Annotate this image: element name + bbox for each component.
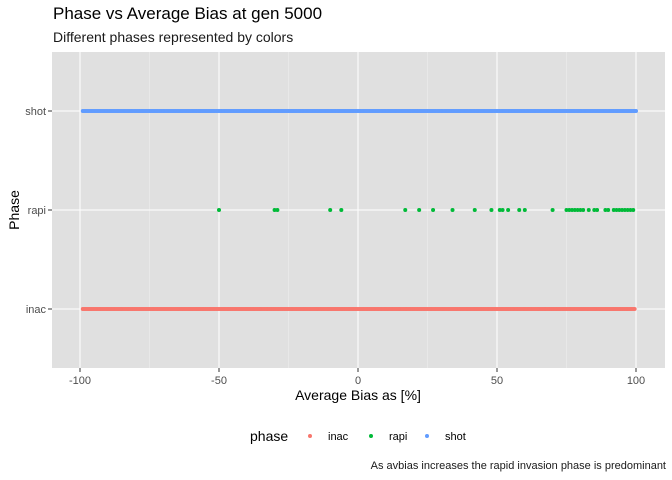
point-rapi <box>620 208 625 212</box>
point-rapi <box>489 208 494 212</box>
y-tick-label: rapi <box>28 205 46 217</box>
legend-key-shot <box>425 434 429 438</box>
legend-title: phase <box>250 428 288 444</box>
point-rapi <box>628 208 633 212</box>
point-rapi <box>550 208 555 212</box>
legend-key-inac <box>308 434 312 438</box>
point-rapi <box>472 208 477 212</box>
point-rapi <box>581 208 586 212</box>
point-rapi <box>522 208 527 212</box>
point-rapi <box>572 208 577 212</box>
series-inac <box>80 307 637 311</box>
point-rapi <box>603 208 608 212</box>
point-rapi <box>567 208 572 212</box>
point-rapi <box>328 208 333 212</box>
point-rapi <box>622 208 627 212</box>
point-rapi <box>431 208 436 212</box>
point-rapi <box>564 208 569 212</box>
x-tick-label: 100 <box>627 375 645 387</box>
point-rapi <box>611 208 616 212</box>
point-rapi <box>500 208 505 212</box>
x-tick-label: 0 <box>355 375 361 387</box>
point-rapi <box>506 208 511 212</box>
point-rapi <box>570 208 575 212</box>
point-rapi <box>617 208 622 212</box>
point-rapi <box>275 208 280 212</box>
point-rapi <box>339 208 344 212</box>
point-rapi <box>272 208 277 212</box>
point-rapi <box>517 208 522 212</box>
point-rapi <box>592 208 597 212</box>
point-rapi <box>595 208 600 212</box>
point-rapi <box>614 208 619 212</box>
legend-label-rapi: rapi <box>389 431 407 443</box>
point-rapi <box>586 208 591 212</box>
x-tick-label: 50 <box>491 375 503 387</box>
legend-label-shot: shot <box>445 431 466 443</box>
point-rapi <box>578 208 583 212</box>
point-rapi <box>403 208 408 212</box>
point-rapi <box>417 208 422 212</box>
y-axis-label: Phase <box>6 190 22 230</box>
point-shot <box>634 109 638 113</box>
x-tick-label: -100 <box>69 375 91 387</box>
chart-title: Phase vs Average Bias at gen 5000 <box>53 4 323 23</box>
chart-caption: As avbias increases the rapid invasion p… <box>370 460 666 472</box>
point-rapi <box>497 208 502 212</box>
point-inac <box>632 307 637 311</box>
y-tick-label: inac <box>26 304 47 316</box>
x-tick-label: -50 <box>211 375 227 387</box>
series-rapi <box>217 208 636 212</box>
chart-subtitle: Different phases represented by colors <box>53 29 294 45</box>
point-rapi <box>625 208 630 212</box>
legend: phase inac rapi shot <box>250 428 466 444</box>
point-rapi <box>631 208 636 212</box>
point-rapi <box>606 208 611 212</box>
legend-label-inac: inac <box>328 431 349 443</box>
point-rapi <box>217 208 221 212</box>
point-rapi <box>575 208 580 212</box>
series-shot <box>80 109 638 113</box>
legend-key-rapi <box>369 434 373 438</box>
x-axis-label: Average Bias as [%] <box>295 387 421 403</box>
y-tick-label: shot <box>25 106 46 118</box>
point-rapi <box>450 208 455 212</box>
